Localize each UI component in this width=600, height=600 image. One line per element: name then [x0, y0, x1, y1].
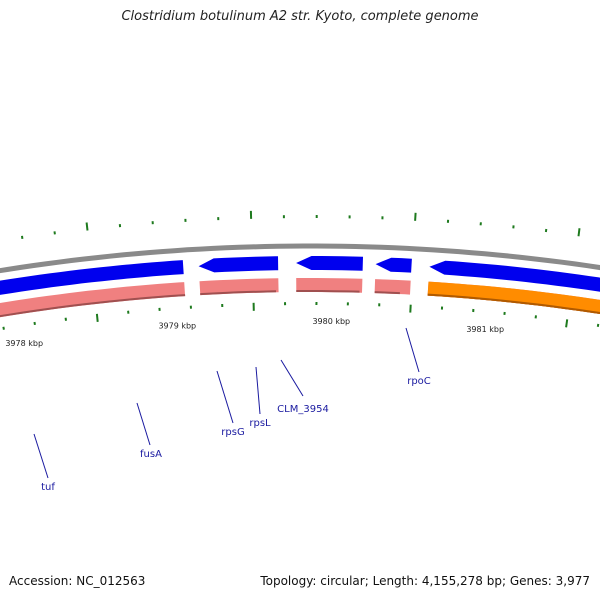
gene-label-tuf: tuf	[41, 482, 55, 493]
backbone-layer	[0, 243, 600, 274]
outer-tick-mark	[414, 212, 417, 221]
scale-label-3979: 3979 kbp	[158, 322, 196, 331]
map-title: Clostridium botulinum A2 str. Kyoto, com…	[121, 9, 479, 24]
genome-summary-line: Topology: circular; Length: 4,155,278 bp…	[260, 574, 590, 588]
cds-block-CLM_3954	[374, 279, 411, 295]
cds-shadow-CLM_3954	[374, 291, 400, 295]
accession-value: NC_012563	[76, 574, 146, 588]
accession-line: Accession: NC_012563	[9, 574, 145, 588]
genome-backbone	[0, 243, 600, 274]
gene-label-rpoC: rpoC	[407, 376, 431, 387]
inner-tick-mark	[565, 319, 569, 328]
cds-shadow-rpsG	[200, 290, 277, 296]
cds-arrow-CLM_3954	[375, 257, 412, 273]
cds-shadow-fusA	[0, 294, 186, 318]
leader-line-rpsG	[216, 370, 234, 424]
length-label: Length:	[372, 574, 419, 588]
cds-arrow-rpoC	[429, 260, 600, 292]
scale-label-3980: 3980 kbp	[312, 317, 350, 326]
inner-tick-row	[2, 301, 600, 330]
gene-label-fusA: fusA	[140, 449, 162, 460]
gene-label-rpsL: rpsL	[249, 418, 271, 429]
accession-label: Accession:	[9, 574, 73, 588]
inner-tick-mark	[596, 323, 600, 327]
topology-label: Topology:	[260, 574, 317, 588]
rna-segment	[427, 281, 600, 315]
inner-tick-mark	[2, 326, 5, 330]
rna-segment-shadow	[427, 293, 600, 315]
leader-line-CLM_3954	[280, 359, 304, 397]
cds-block-rpsL	[296, 278, 363, 293]
genes-value: 3,977	[555, 574, 590, 588]
leader-line-rpsL	[255, 366, 261, 415]
scale-label-3978: 3978 kbp	[5, 339, 43, 348]
leader-line-rpoC	[405, 327, 420, 373]
gene-label-layer: tuf fusA rpsG rpsL CLM_3954 rpoC	[33, 327, 431, 493]
genes-label: Genes:	[509, 574, 552, 588]
outer-tick-mark	[577, 228, 581, 237]
cds-shadow-rpsL	[296, 290, 360, 293]
cds-arrow-rpsG	[198, 256, 279, 273]
gene-label-rpsG: rpsG	[221, 427, 244, 438]
leader-line-tuf	[33, 433, 49, 479]
feature-layer	[0, 256, 600, 318]
cds-block-fusA	[0, 282, 186, 318]
cds-shadow-rpoC	[427, 293, 600, 315]
leader-line-fusA	[136, 402, 151, 446]
topology-value: circular	[320, 574, 365, 588]
length-value: 4,155,278 bp	[421, 574, 502, 588]
cds-arrow-rpsL	[296, 256, 363, 271]
scale-label-3981: 3981 kbp	[466, 325, 504, 334]
cds-arrow-fusA	[0, 260, 184, 295]
outer-tick-row	[21, 210, 581, 240]
outer-tick-mark	[85, 222, 89, 231]
inner-tick-mark	[95, 313, 99, 322]
gene-label-CLM_3954: CLM_3954	[277, 404, 329, 415]
